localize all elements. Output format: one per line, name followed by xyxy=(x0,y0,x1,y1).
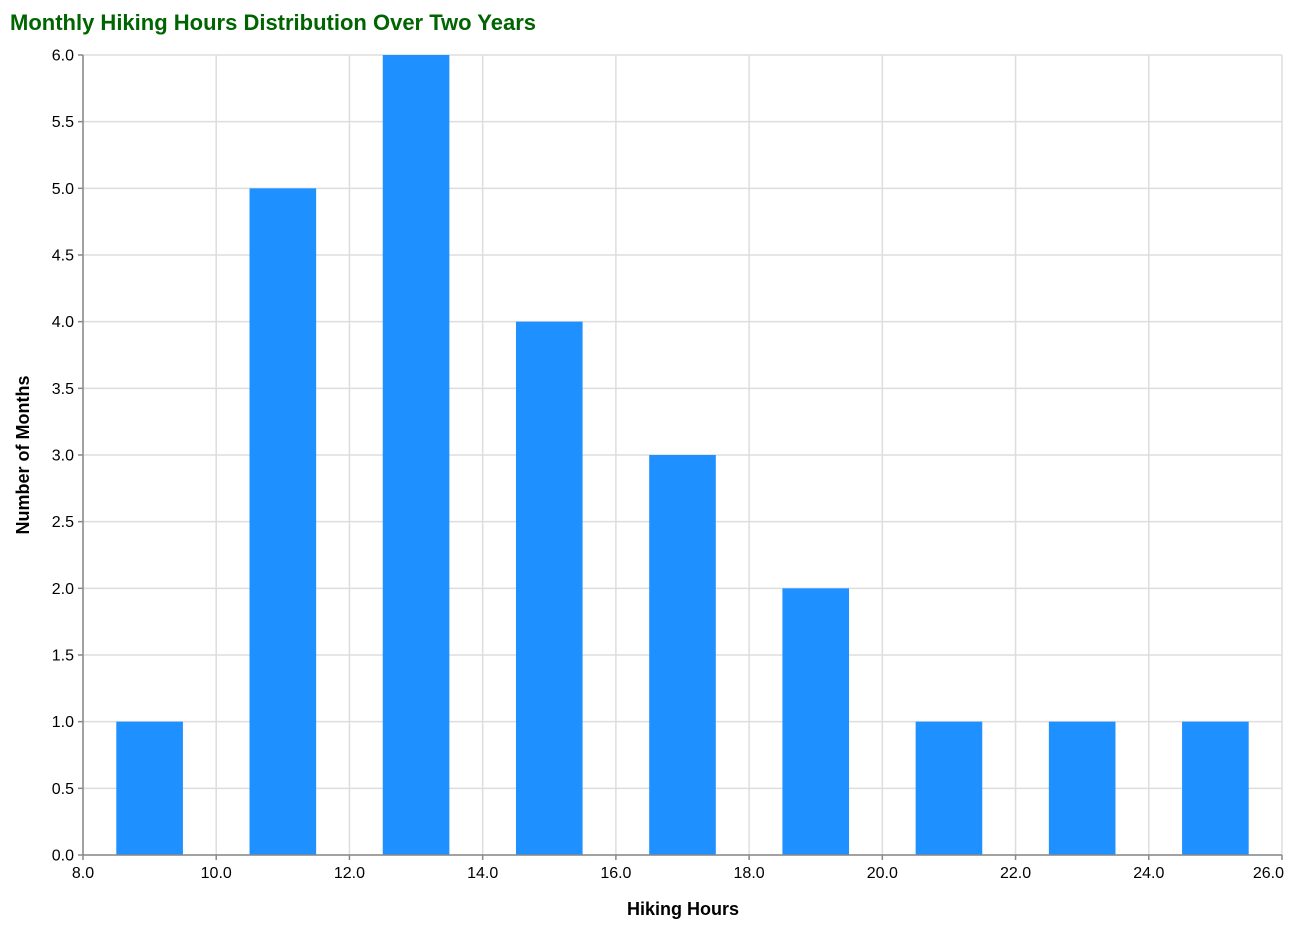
x-tick-label: 10.0 xyxy=(201,865,232,882)
histogram-bar xyxy=(915,721,983,855)
histogram-bar xyxy=(249,188,317,856)
x-tick-label: 14.0 xyxy=(467,865,498,882)
bars xyxy=(116,55,1249,856)
chart-title: Monthly Hiking Hours Distribution Over T… xyxy=(10,10,536,35)
x-axis-title: Hiking Hours xyxy=(627,899,739,919)
histogram-bar xyxy=(515,321,583,856)
y-tick-label: 2.0 xyxy=(52,581,74,598)
x-tick-label: 20.0 xyxy=(867,865,898,882)
y-tick-label: 4.5 xyxy=(52,248,74,265)
y-tick-label: 3.0 xyxy=(52,448,74,465)
x-tick-label: 22.0 xyxy=(1000,865,1031,882)
y-tick-label: 5.5 xyxy=(52,114,74,131)
y-tick-label: 0.0 xyxy=(52,848,74,865)
y-tick-label: 5.0 xyxy=(52,181,74,198)
axes: 0.0 0.5 1.0 1.5 2.0 2.5 3.0 3.5 4.0 4.5 5.0 5.5 6.0 8… xyxy=(52,48,1284,883)
y-tick-label: 1.5 xyxy=(52,648,74,665)
histogram-bar xyxy=(782,588,850,855)
histogram-bar xyxy=(382,55,450,855)
histogram-bar xyxy=(649,455,716,855)
y-tick-label: 1.0 xyxy=(52,714,74,731)
y-tick-label: 4.0 xyxy=(52,314,74,331)
y-tick-label: 3.5 xyxy=(52,381,74,398)
x-tick-label: 26.0 xyxy=(1253,865,1284,882)
histogram-bar xyxy=(1182,721,1249,855)
histogram-bar xyxy=(116,721,183,855)
histogram-bar xyxy=(1048,721,1116,855)
y-tick-label: 6.0 xyxy=(52,48,74,65)
x-tick-label: 16.0 xyxy=(600,865,631,882)
x-tick-label: 18.0 xyxy=(734,865,765,882)
y-tick-label: 2.5 xyxy=(52,514,74,531)
x-tick-label: 24.0 xyxy=(1133,865,1164,882)
y-tick-label: 0.5 xyxy=(52,781,74,798)
x-tick-label: 12.0 xyxy=(334,865,365,882)
x-tick-label: 8.0 xyxy=(72,865,94,882)
y-axis-title: Number of Months xyxy=(13,376,33,535)
